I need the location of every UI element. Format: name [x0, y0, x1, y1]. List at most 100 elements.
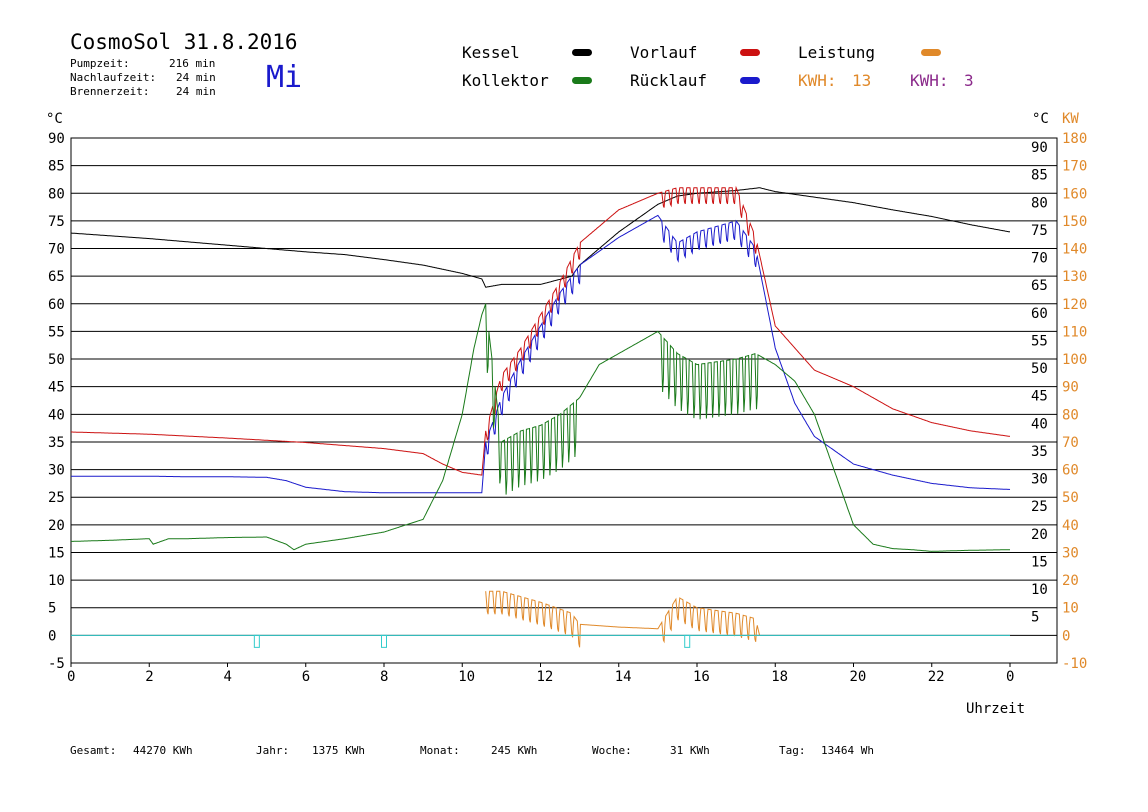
y-tick-label-right: 65	[1031, 278, 1048, 294]
series-kollektor-line	[71, 303, 1010, 552]
pump-mark	[381, 634, 387, 648]
y-axis-left-unit: °C	[46, 111, 63, 127]
y-tick-label-right: 75	[1031, 223, 1048, 239]
pump-mark	[684, 634, 691, 648]
x-tick-label: 14	[615, 669, 632, 685]
series-kessel-line	[71, 187, 1011, 288]
y-tick-label-left: 75	[48, 214, 65, 230]
y-tick-label-left: 5	[48, 601, 56, 617]
legend-vorlauf-swatch	[740, 49, 760, 56]
y-tick-label-kw: 120	[1062, 297, 1087, 313]
legend-ruecklauf-swatch	[740, 77, 760, 84]
y-tick-label-kw: 60	[1062, 463, 1079, 479]
footer-gesamt-value: 44270 KWh	[133, 744, 193, 757]
y-tick-label-kw: 90	[1062, 380, 1079, 396]
y-tick-label-kw: 180	[1062, 131, 1087, 147]
y-tick-label-left: 35	[48, 435, 65, 451]
y-tick-label-left: 40	[48, 407, 65, 423]
y-tick-label-left: 0	[48, 628, 56, 644]
y-tick-label-right: 50	[1031, 361, 1048, 377]
legend-kollektor-swatch	[572, 77, 592, 84]
y-tick-label-kw: 20	[1062, 573, 1079, 589]
x-tick-label: 18	[771, 669, 788, 685]
y-tick-label-right: 35	[1031, 444, 1048, 460]
footer-tag-label: Tag:	[779, 744, 806, 757]
y-tick-label-left: 70	[48, 242, 65, 258]
footer-woche-label: Woche:	[592, 744, 632, 757]
footer-tag-value: 13464 Wh	[821, 744, 874, 757]
chart-title: CosmoSol 31.8.2016	[70, 30, 298, 54]
y-tick-label-right: 55	[1031, 333, 1048, 349]
y-axis-kw-unit: KW	[1062, 111, 1079, 127]
legend-ruecklauf: Rücklauf	[630, 71, 708, 90]
y-tick-label-left: 30	[48, 463, 65, 479]
pump-time-label: Pumpzeit:	[70, 57, 130, 70]
y-tick-label-right: 40	[1031, 416, 1048, 432]
y-tick-label-right: 20	[1031, 527, 1048, 543]
x-tick-label: 12	[537, 669, 554, 685]
y-tick-label-right: 85	[1031, 168, 1048, 184]
y-tick-label-left: 90	[48, 131, 65, 147]
y-tick-label-left: 20	[48, 518, 65, 534]
y-tick-label-right: 30	[1031, 472, 1048, 488]
y-tick-label-left: 15	[48, 545, 65, 561]
series-vorlauf-line	[71, 185, 1011, 476]
nachlauf-time-value: 24 min	[176, 71, 216, 84]
legend-leistung-swatch	[921, 49, 941, 56]
y-tick-label-kw: 10	[1062, 601, 1079, 617]
y-tick-label-kw: 70	[1062, 435, 1079, 451]
legend-kwh1-label: KWH:	[798, 71, 837, 90]
day-of-week: Mi	[266, 60, 303, 95]
legend-vorlauf: Vorlauf	[630, 43, 698, 62]
legend-kollektor: Kollektor	[462, 71, 549, 90]
nachlauf-time-label: Nachlaufzeit:	[70, 71, 157, 84]
y-tick-label-right: 5	[1031, 610, 1039, 626]
footer-monat-label: Monat:	[420, 744, 460, 757]
y-tick-label-left: 45	[48, 380, 65, 396]
legend-kwh2-value: 3	[964, 71, 974, 90]
x-tick-label: 20	[850, 669, 867, 685]
y-tick-label-kw: 40	[1062, 518, 1079, 534]
y-tick-label-kw: 170	[1062, 159, 1087, 175]
x-tick-label: 8	[380, 669, 388, 685]
y-tick-label-left: 25	[48, 490, 65, 506]
legend-kessel-swatch	[572, 49, 592, 56]
x-tick-label: 6	[302, 669, 310, 685]
footer-jahr-value: 1375 KWh	[312, 744, 365, 757]
footer-jahr-label: Jahr:	[256, 744, 290, 757]
brenner-time-label: Brennerzeit:	[70, 85, 150, 98]
plot-frame	[70, 137, 1058, 664]
y-tick-label-left: 60	[48, 297, 65, 313]
series-leistung-line	[485, 590, 761, 648]
y-tick-label-right: 80	[1031, 195, 1048, 211]
y-tick-label-left: 55	[48, 324, 65, 340]
y-tick-label-kw: 130	[1062, 269, 1087, 285]
y-tick-label-left: 50	[48, 352, 65, 368]
y-tick-label-kw: 30	[1062, 545, 1079, 561]
series-ruecklauf-line	[71, 214, 1011, 494]
footer-gesamt-label: Gesamt:	[70, 744, 117, 757]
y-tick-label-left: 10	[48, 573, 65, 589]
y-tick-label-right: 90	[1031, 140, 1048, 156]
x-tick-label: 10	[458, 669, 475, 685]
y-tick-label-right: 25	[1031, 499, 1048, 515]
footer-monat-value: 245 KWh	[491, 744, 538, 757]
y-tick-label-kw: 140	[1062, 242, 1087, 258]
legend-kessel: Kessel	[462, 43, 520, 62]
x-tick-label: 4	[224, 669, 232, 685]
y-tick-label-right: 60	[1031, 306, 1048, 322]
y-tick-label-kw: 160	[1062, 186, 1087, 202]
y-tick-label-right: 45	[1031, 389, 1048, 405]
footer-woche-value: 31 KWh	[670, 744, 710, 757]
x-axis-label: Uhrzeit	[966, 701, 1026, 717]
legend-kwh1-value: 13	[852, 71, 872, 90]
y-tick-label-left: -5	[48, 656, 65, 672]
legend-kwh2-label: KWH:	[910, 71, 949, 90]
y-tick-label-kw: 0	[1062, 628, 1070, 644]
x-tick-label: 22	[928, 669, 945, 685]
x-tick-label: 0	[67, 669, 75, 685]
x-tick-label: 2	[145, 669, 153, 685]
y-tick-label-left: 85	[48, 159, 65, 175]
y-tick-label-kw: 150	[1062, 214, 1087, 230]
